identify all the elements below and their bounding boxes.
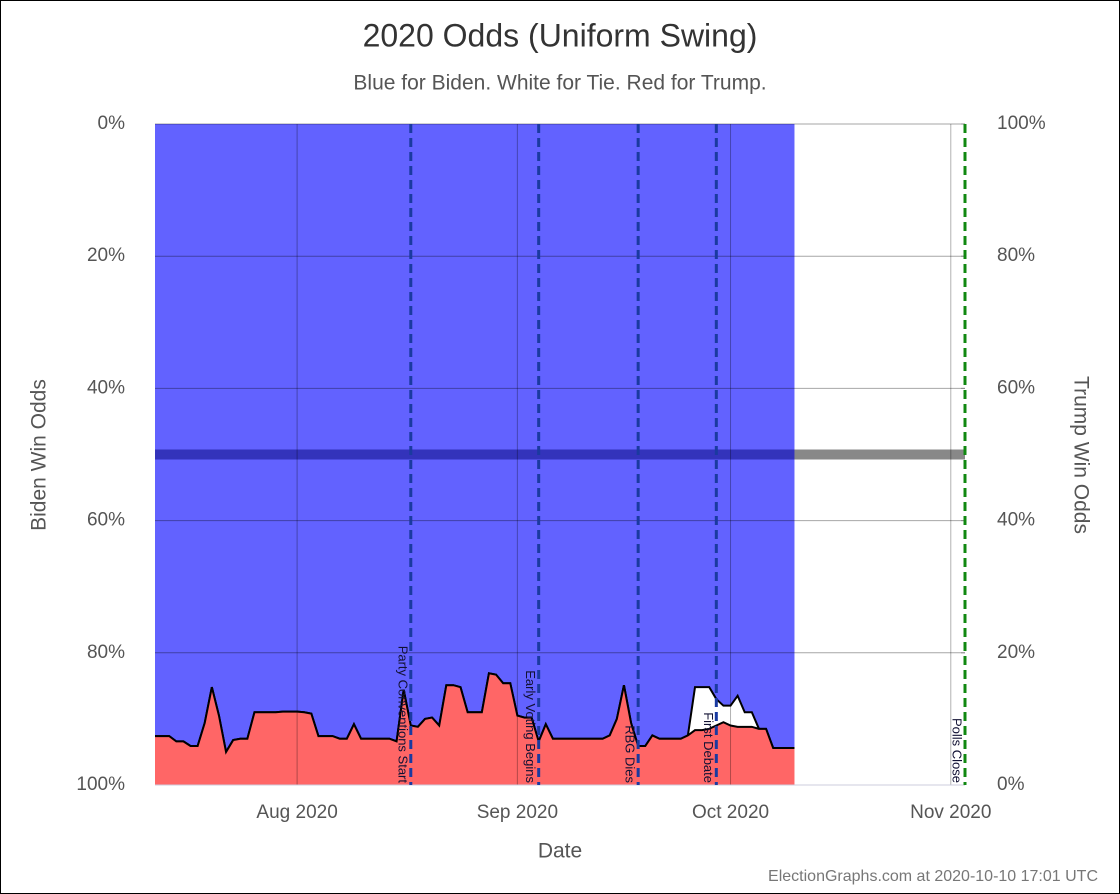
y2-tick-label: 20% (997, 642, 1035, 663)
y2-axis-title: Trump Win Odds (1069, 376, 1092, 534)
y-tick-label: 60% (87, 510, 125, 531)
y2-tick-label: 80% (997, 245, 1035, 266)
footer: ElectionGraphs.com at 2020-10-10 17:01 U… (768, 868, 1098, 885)
y2-tick-label: 40% (997, 510, 1035, 531)
y-tick-label: 20% (87, 245, 125, 266)
x-axis-title: Date (538, 840, 582, 863)
chart-title: 2020 Odds (Uniform Swing) (363, 17, 758, 53)
x-tick-label: Oct 2020 (692, 802, 769, 823)
odds-area (155, 673, 795, 785)
y2-tick-label: 0% (997, 774, 1025, 795)
y2-tick-label: 60% (997, 377, 1035, 398)
y-axis-title: Biden Win Odds (28, 379, 51, 531)
event-label: Party Conventions Start (395, 646, 410, 784)
y-tick-label: 80% (87, 642, 125, 663)
x-tick-label: Sep 2020 (477, 802, 558, 823)
y-tick-label: 100% (76, 774, 125, 795)
x-tick-label: Aug 2020 (256, 802, 337, 823)
y-tick-label: 0% (98, 113, 126, 134)
event-label: Polls Close (950, 718, 965, 783)
event-label: First Debate (701, 712, 716, 783)
y-tick-label: 40% (87, 377, 125, 398)
chart-subtitle: Blue for Biden. White for Tie. Red for T… (353, 72, 766, 95)
event-label: Early Voting Begins (523, 670, 538, 783)
y2-tick-label: 100% (997, 113, 1046, 134)
odds-area (155, 124, 795, 752)
odds-line (155, 672, 795, 755)
event-label: RBG Dies (623, 725, 638, 783)
x-tick-label: Nov 2020 (910, 802, 991, 823)
